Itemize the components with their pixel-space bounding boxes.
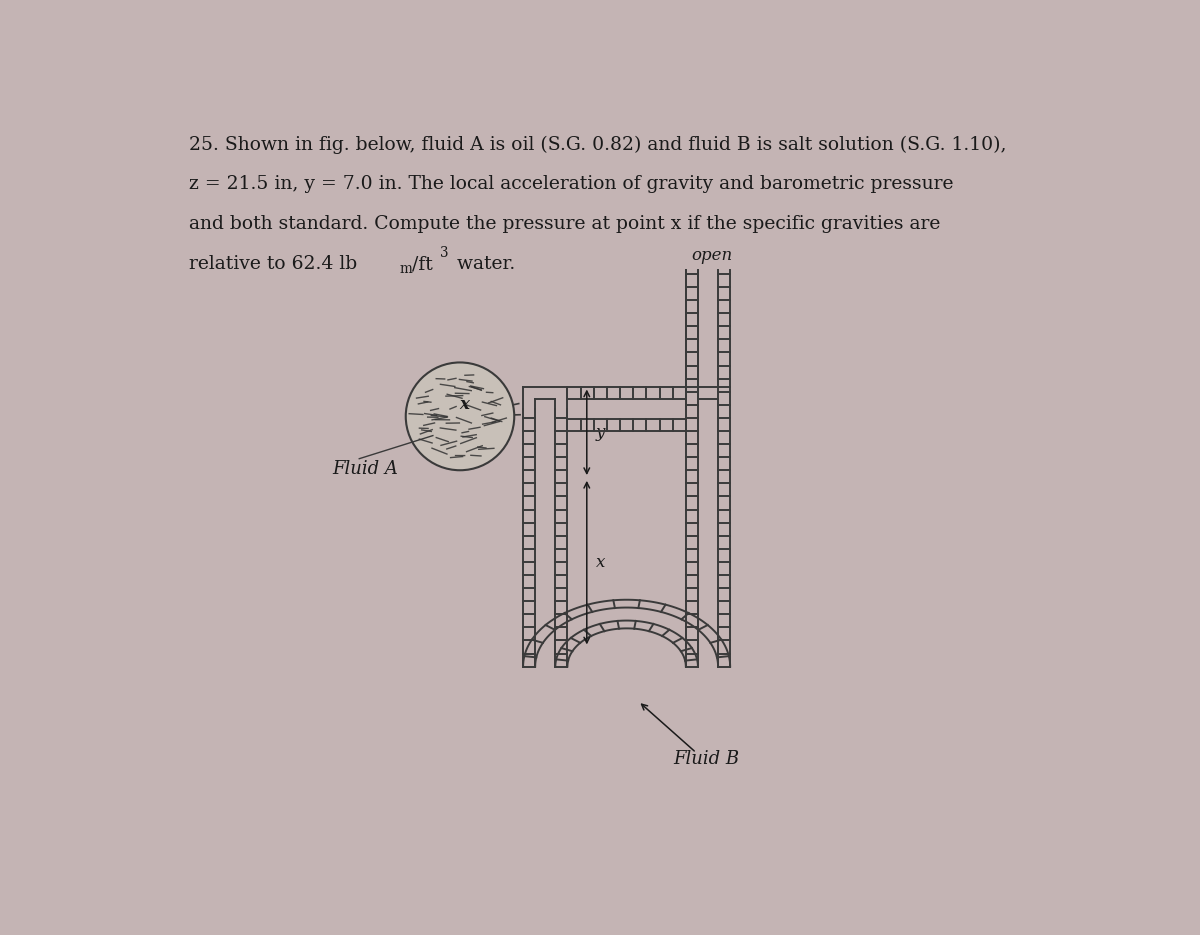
Text: x: x (458, 396, 469, 413)
Text: z = 21.5 in, y = 7.0 in. The local acceleration of gravity and barometric pressu: z = 21.5 in, y = 7.0 in. The local accel… (188, 176, 953, 194)
Text: and both standard. Compute the pressure at point x if the specific gravities are: and both standard. Compute the pressure … (188, 215, 940, 234)
Text: y: y (596, 424, 606, 440)
Text: relative to 62.4 lb: relative to 62.4 lb (188, 255, 358, 273)
Text: m: m (400, 263, 413, 277)
Text: 25. Shown in fig. below, fluid A is oil (S.G. 0.82) and fluid B is salt solution: 25. Shown in fig. below, fluid A is oil … (188, 136, 1007, 153)
Circle shape (406, 363, 515, 470)
Text: water.: water. (451, 255, 515, 273)
Text: x: x (596, 554, 606, 571)
Text: 3: 3 (440, 246, 449, 260)
Text: Fluid B: Fluid B (673, 750, 739, 768)
Text: Fluid A: Fluid A (332, 460, 398, 478)
Text: /ft: /ft (412, 255, 433, 273)
Text: open: open (691, 247, 732, 264)
